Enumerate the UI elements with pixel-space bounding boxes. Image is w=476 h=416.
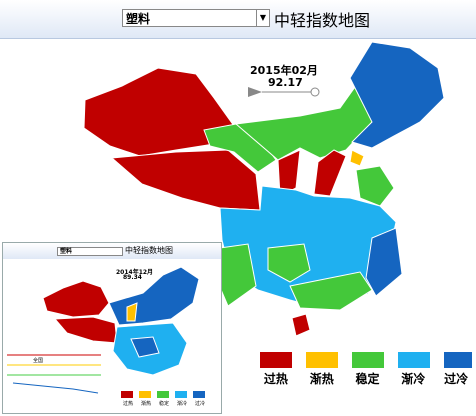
map (83, 41, 472, 368)
region (130, 336, 160, 358)
slider-play[interactable] (248, 87, 262, 97)
inset-dropdown[interactable]: 塑料 (57, 247, 123, 256)
legend-swatch (175, 391, 187, 398)
legend-swatch (398, 352, 430, 368)
date: 2015年02月 (250, 64, 318, 77)
region (365, 227, 403, 297)
region (349, 149, 365, 167)
legend-swatch (306, 352, 338, 368)
legend-label: 渐热 (309, 372, 334, 386)
region (42, 280, 110, 318)
legend-label: 稳定 (355, 372, 380, 386)
dropdown-arrow[interactable]: ▼ (256, 10, 269, 26)
legend-swatch (193, 391, 205, 398)
region (289, 271, 373, 311)
legend-label: 渐冷 (176, 401, 187, 407)
region (108, 266, 200, 326)
inset-chart-label: 全国 (33, 358, 44, 364)
inset-legend: 过热 渐热 稳定 渐冷 过冷 (119, 400, 209, 407)
legend-swatch (352, 352, 384, 368)
title: 中轻指数地图 (274, 11, 371, 30)
region (313, 149, 347, 197)
slider-thumb[interactable] (310, 87, 320, 97)
dropdown-value: 塑料 (126, 12, 151, 26)
inset-window: 塑料 中轻指数地图 2014年12月 89.34 全国 过热 渐热 稳定 渐冷 … (2, 242, 222, 414)
dropdown[interactable]: 塑料 ▼ (122, 9, 270, 27)
inset-date: 2014年12月 (116, 269, 154, 276)
legend-label: 过冷 (444, 372, 469, 386)
legend-swatch (157, 391, 169, 398)
legend-swatch (260, 352, 292, 368)
region (291, 313, 311, 337)
legend-label: 过冷 (194, 401, 205, 407)
legend-label: 过热 (263, 372, 288, 386)
legend-label: 过热 (122, 401, 133, 407)
legend-label: 稳定 (158, 401, 169, 407)
region (277, 149, 301, 197)
region (355, 165, 395, 207)
region (215, 243, 257, 307)
toolbar: 塑料 ▼ 中轻指数地图 (0, 0, 476, 39)
value: 92.17 (268, 76, 303, 89)
legend-swatch (139, 391, 151, 398)
legend: 过热 渐热 稳定 渐冷 过冷 (260, 370, 476, 387)
region (110, 149, 261, 211)
legend-label: 渐冷 (401, 372, 426, 386)
inset-toolbar: 塑料 中轻指数地图 (3, 243, 221, 259)
region (267, 243, 311, 283)
inset-title: 中轻指数地图 (125, 246, 173, 255)
chart-series (12, 382, 99, 394)
legend-label: 渐热 (140, 401, 151, 407)
region (126, 302, 138, 322)
region (349, 41, 445, 149)
region (53, 316, 118, 344)
legend-swatch (444, 352, 472, 368)
legend-swatch (121, 391, 133, 398)
inset-value: 89.34 (123, 274, 142, 281)
inset-map (7, 266, 205, 398)
